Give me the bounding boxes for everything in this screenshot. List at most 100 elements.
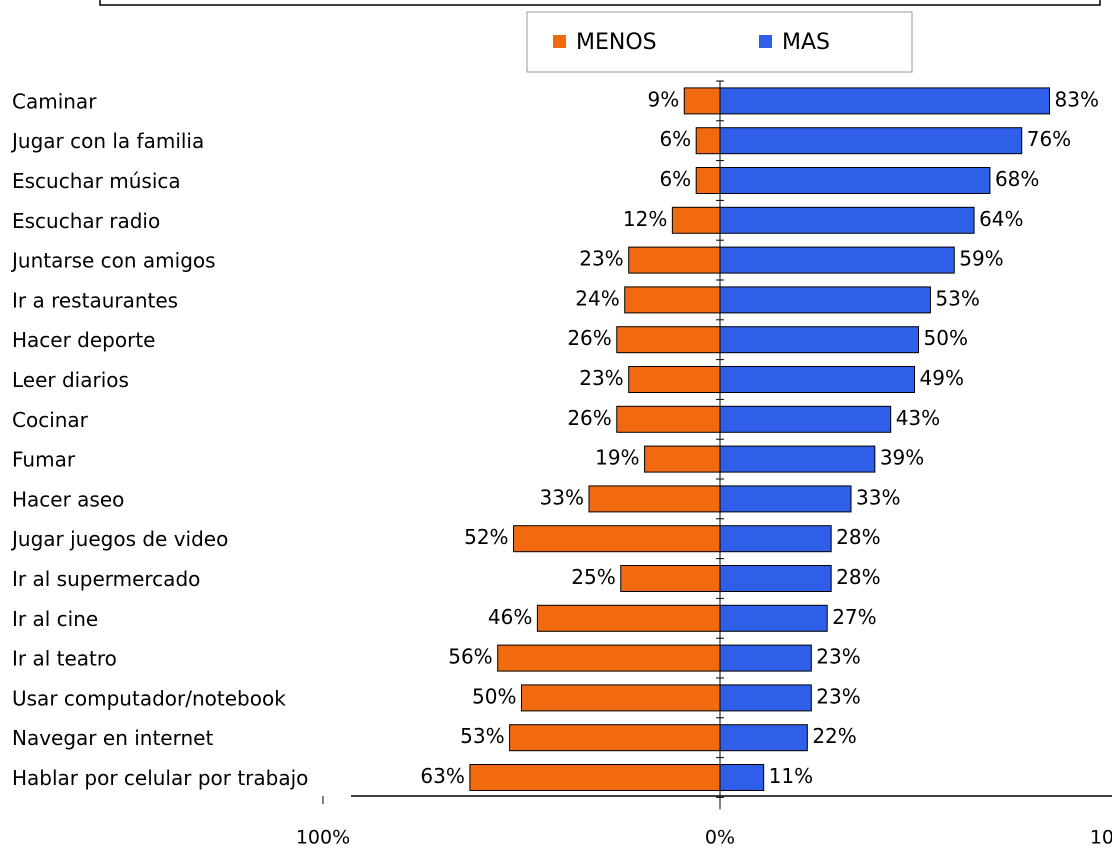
bar xyxy=(719,127,1023,155)
legend-label: MAS xyxy=(782,30,830,55)
value-label: 25% xyxy=(571,565,615,589)
bar xyxy=(719,724,808,752)
value-label: 83% xyxy=(1055,87,1099,111)
legend-label: MENOS xyxy=(576,30,657,55)
bar xyxy=(695,127,721,155)
bar xyxy=(719,286,931,314)
value-label: 23% xyxy=(816,684,860,708)
value-label: 46% xyxy=(488,605,532,629)
value-label: 19% xyxy=(595,446,639,470)
bar xyxy=(719,326,919,354)
bar xyxy=(509,724,721,752)
value-label: 56% xyxy=(448,645,492,669)
value-label: 50% xyxy=(472,684,516,708)
bar xyxy=(628,246,721,274)
category-label: Navegar en internet xyxy=(12,726,213,750)
bar xyxy=(695,167,721,194)
category-label: Ir al teatro xyxy=(12,647,117,671)
bar xyxy=(683,87,721,115)
value-label: 11% xyxy=(769,764,813,788)
value-label: 59% xyxy=(959,247,1003,271)
frame xyxy=(99,0,1101,6)
value-label: 43% xyxy=(896,406,940,430)
bar xyxy=(719,764,765,791)
value-label: 26% xyxy=(567,406,611,430)
bar xyxy=(719,405,892,433)
x-tick-label: 0% xyxy=(705,827,735,849)
value-label: 28% xyxy=(836,525,880,549)
value-label: 50% xyxy=(924,326,968,350)
bar xyxy=(719,206,975,234)
bar xyxy=(620,565,721,592)
bar xyxy=(719,485,852,513)
bar xyxy=(616,326,721,354)
value-label: 33% xyxy=(540,485,584,509)
bar xyxy=(671,206,721,234)
category-label: Jugar juegos de video xyxy=(10,527,228,551)
value-label: 49% xyxy=(920,366,964,390)
value-label: 6% xyxy=(659,167,691,191)
bar xyxy=(719,167,991,194)
bar xyxy=(719,565,832,592)
bar xyxy=(719,87,1051,115)
x-tick-label: 100% xyxy=(296,827,350,849)
bar xyxy=(719,525,832,553)
bar xyxy=(644,445,721,473)
bar xyxy=(719,644,812,672)
value-label: 23% xyxy=(579,366,623,390)
value-label: 33% xyxy=(856,485,900,509)
bar xyxy=(497,644,721,672)
value-label: 39% xyxy=(880,446,924,470)
value-label: 12% xyxy=(623,207,667,231)
value-label: 23% xyxy=(579,247,623,271)
category-label: Jugar con la familia xyxy=(10,129,204,153)
value-label: 28% xyxy=(836,565,880,589)
value-label: 63% xyxy=(420,764,464,788)
bar xyxy=(719,246,955,274)
category-label: Juntarse con amigos xyxy=(10,249,216,273)
bar xyxy=(521,684,721,712)
legend-box xyxy=(526,11,913,73)
category-label: Escuchar música xyxy=(12,169,181,193)
value-label: 6% xyxy=(659,127,691,151)
category-label: Ir al cine xyxy=(12,607,98,631)
category-label: Ir al supermercado xyxy=(12,567,200,591)
bar xyxy=(719,604,828,632)
value-label: 23% xyxy=(816,645,860,669)
value-label: 64% xyxy=(979,207,1023,231)
value-label: 53% xyxy=(935,286,979,310)
bar xyxy=(469,764,721,791)
value-label: 27% xyxy=(832,605,876,629)
category-label: Hacer aseo xyxy=(12,487,124,511)
bar xyxy=(536,604,721,632)
value-label: 53% xyxy=(460,724,504,748)
category-label: Caminar xyxy=(12,89,97,113)
bar xyxy=(624,286,721,314)
category-label: Fumar xyxy=(12,448,76,472)
bar xyxy=(719,684,812,712)
value-label: 68% xyxy=(995,167,1039,191)
category-label: Hacer deporte xyxy=(12,328,155,352)
value-label: 52% xyxy=(464,525,508,549)
category-label: Ir a restaurantes xyxy=(12,288,178,312)
category-label: Cocinar xyxy=(12,408,89,432)
value-label: 76% xyxy=(1027,127,1071,151)
value-label: 24% xyxy=(575,286,619,310)
bar xyxy=(719,445,876,473)
value-label: 26% xyxy=(567,326,611,350)
category-label: Hablar por celular por trabajo xyxy=(12,766,308,790)
bar xyxy=(513,525,721,553)
value-label: 9% xyxy=(648,87,680,111)
category-label: Leer diarios xyxy=(12,368,129,392)
category-label: Usar computador/notebook xyxy=(12,686,286,710)
legend-marker xyxy=(759,35,772,48)
value-label: 22% xyxy=(812,724,856,748)
bar xyxy=(719,366,916,393)
bar xyxy=(616,405,721,433)
category-label: Escuchar radio xyxy=(12,209,160,233)
x-tick-label: 100% xyxy=(1090,827,1112,849)
bar xyxy=(588,485,721,513)
bar xyxy=(628,366,721,393)
legend-marker xyxy=(553,35,566,48)
